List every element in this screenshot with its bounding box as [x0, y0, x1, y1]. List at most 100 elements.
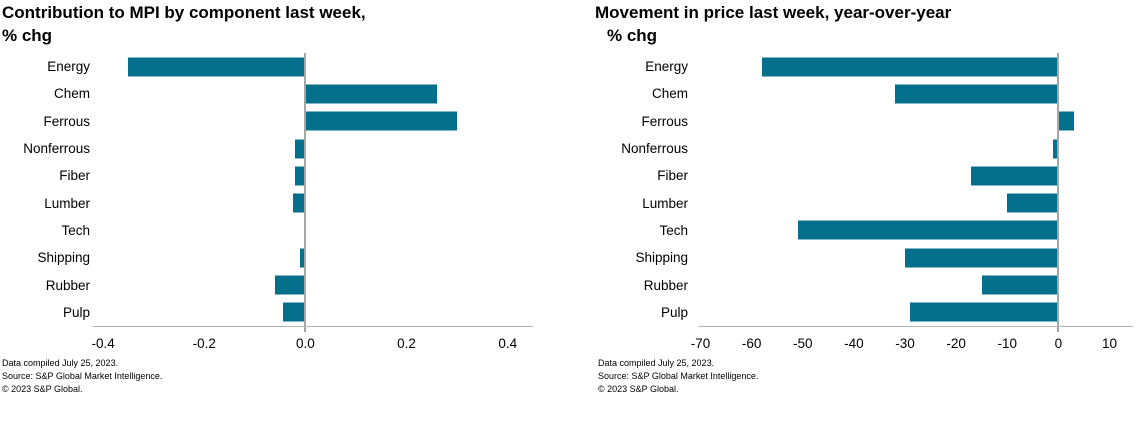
category-label-chem: Chem: [651, 86, 688, 102]
x-axis-ticks: -0.4 -0.2 0.0 0.2 0.4: [91, 336, 533, 353]
x-tick-label: -50: [793, 336, 813, 351]
x-tick-label: -40: [844, 336, 864, 351]
category-label-rubber: Rubber: [45, 277, 90, 293]
bar-rubber: [981, 275, 1059, 295]
category-label-tech: Tech: [61, 222, 90, 238]
plot-area: -70 -60 -50 -40 -30 -20 -10 0 10: [691, 53, 1133, 351]
category-label-pulp: Pulp: [660, 304, 688, 320]
bar-nonferrous: [295, 139, 306, 159]
bar-row: [698, 217, 1133, 244]
bar-row: [698, 189, 1133, 216]
bar-lumber: [1007, 193, 1059, 213]
category-axis-labels: Energy Chem Ferrous Nonferrous Fiber Lumber Te…: [0, 53, 90, 326]
chart-footnotes: Data compiled July 25, 2023. Source: S&P…: [2, 357, 162, 396]
category-label-lumber: Lumber: [642, 195, 688, 211]
bar-row: [93, 80, 533, 107]
bar-row: [698, 162, 1133, 189]
category-label-ferrous: Ferrous: [43, 113, 90, 129]
bar-energy: [761, 57, 1059, 77]
category-label-energy: Energy: [645, 59, 688, 75]
x-tick-label: -20: [946, 336, 966, 351]
bar-row: [93, 53, 533, 80]
bar-rubber: [275, 275, 306, 295]
x-tick-label: -0.2: [192, 336, 216, 351]
bar-row: [698, 80, 1133, 107]
footnote-compiled: Data compiled July 25, 2023.: [598, 358, 715, 368]
x-axis-line: [93, 326, 533, 327]
bar-pulp: [910, 302, 1059, 322]
bar-tech: [797, 220, 1059, 240]
x-tick-label: -10: [997, 336, 1018, 351]
bar-rows: [93, 53, 533, 326]
x-axis-line: [698, 326, 1133, 327]
footnote-copyright: © 2023 S&P Global.: [2, 384, 83, 394]
bar-row: [93, 271, 533, 298]
category-label-tech: Tech: [659, 222, 688, 238]
bar-row: [93, 217, 533, 244]
bar-row: [698, 271, 1133, 298]
chart-title-line-2: % chg: [607, 26, 658, 45]
chart-title-line-1: Movement in price last week, year-over-y…: [595, 3, 952, 22]
zero-baseline: [1057, 53, 1060, 332]
bar-row: [698, 299, 1133, 326]
bar-chem: [894, 84, 1059, 104]
bar-ferrous: [1058, 111, 1074, 131]
bar-rows: [698, 53, 1133, 326]
chart-title: Movement in price last week, year-over-y…: [595, 1, 951, 47]
footnote-source: Source: S&P Global Market Intelligence.: [2, 371, 163, 381]
x-tick-label: 0.2: [397, 336, 416, 351]
footnote-copyright: © 2023 S&P Global.: [598, 384, 679, 394]
category-label-nonferrous: Nonferrous: [23, 141, 90, 157]
price-movement-chart: Movement in price last week, year-over-y…: [573, 0, 1143, 422]
bar-nonferrous: [1053, 139, 1059, 159]
chart-title: Contribution to MPI by component last we…: [2, 1, 366, 47]
bar-row: [698, 108, 1133, 135]
zero-baseline: [304, 53, 307, 332]
category-label-shipping: Shipping: [635, 250, 688, 266]
bar-energy: [128, 57, 306, 77]
category-label-pulp: Pulp: [62, 304, 90, 320]
x-tick-label: 0: [1054, 336, 1063, 351]
x-tick-label: 0.4: [498, 336, 518, 351]
bar-ferrous: [305, 111, 458, 131]
footnote-compiled: Data compiled July 25, 2023.: [2, 358, 119, 368]
category-label-lumber: Lumber: [44, 195, 90, 211]
bar-fiber: [295, 166, 306, 186]
category-label-energy: Energy: [47, 59, 90, 75]
x-axis-ticks: -70 -60 -50 -40 -30 -20 -10 0 10: [691, 336, 1133, 353]
bar-row: [698, 135, 1133, 162]
bar-row: [93, 135, 533, 162]
bar-row: [698, 244, 1133, 271]
bar-row: [93, 299, 533, 326]
bar-row: [93, 189, 533, 216]
category-label-nonferrous: Nonferrous: [621, 141, 688, 157]
x-tick-label: 10: [1101, 336, 1117, 351]
x-tick-label: -60: [741, 336, 762, 351]
plot-area: -0.4 -0.2 0.0 0.2 0.4: [91, 53, 533, 351]
bar-fiber: [971, 166, 1059, 186]
chart-title-line-1: Contribution to MPI by component last we…: [2, 3, 366, 22]
bar-row: [93, 244, 533, 271]
bar-row: [93, 108, 533, 135]
x-tick-label: 0.0: [296, 336, 315, 351]
category-label-rubber: Rubber: [643, 277, 688, 293]
bar-shipping: [905, 248, 1059, 268]
chart-footnotes: Data compiled July 25, 2023. Source: S&P…: [598, 357, 758, 396]
category-label-ferrous: Ferrous: [641, 113, 688, 129]
bar-pulp: [282, 302, 306, 322]
category-axis-labels: Energy Chem Ferrous Nonferrous Fiber Lumber Te…: [573, 53, 688, 326]
x-tick-label: -0.4: [91, 336, 115, 351]
bar-chem: [305, 84, 437, 104]
bar-row: [698, 53, 1133, 80]
category-label-fiber: Fiber: [59, 168, 90, 184]
category-label-shipping: Shipping: [37, 250, 90, 266]
bar-lumber: [292, 193, 306, 213]
mpi-contribution-chart: Contribution to MPI by component last we…: [0, 1, 533, 396]
bar-shipping: [300, 248, 306, 268]
category-label-fiber: Fiber: [657, 168, 688, 184]
x-tick-label: -30: [895, 336, 915, 351]
bar-row: [93, 162, 533, 189]
x-tick-label: -70: [690, 336, 711, 351]
footnote-source: Source: S&P Global Market Intelligence.: [598, 371, 759, 381]
